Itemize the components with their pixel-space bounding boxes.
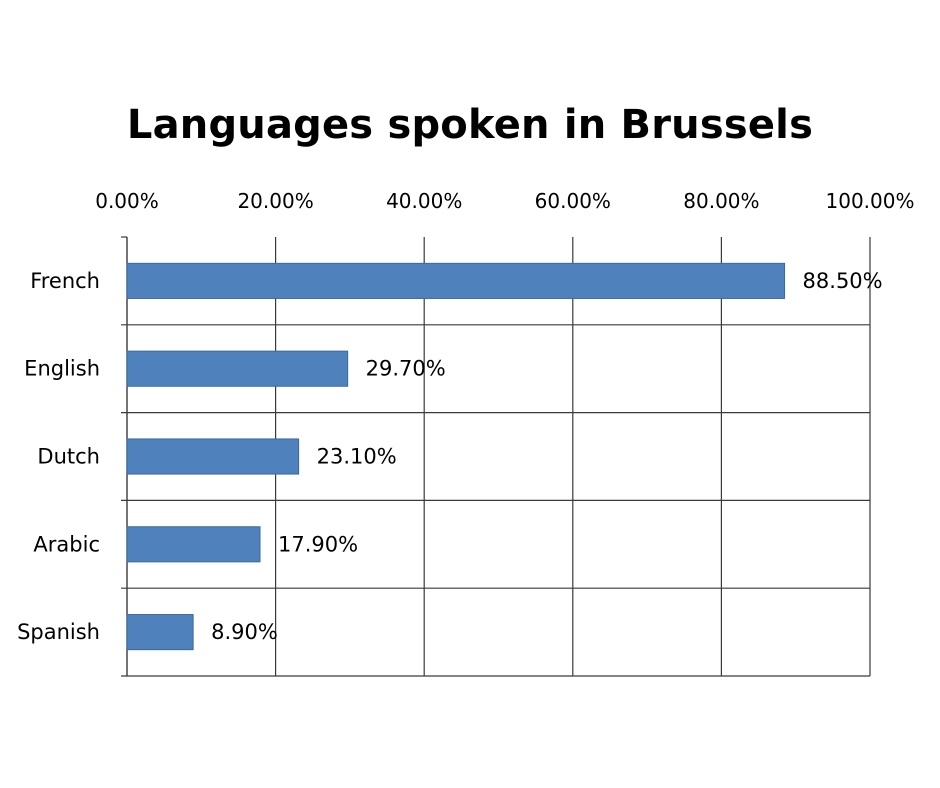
bar-arabic [126, 526, 261, 563]
x-tick-label: 0.00% [95, 189, 159, 213]
x-tick-label: 20.00% [237, 189, 313, 213]
data-label: 17.90% [278, 532, 358, 556]
x-tick-label: 60.00% [535, 189, 611, 213]
bar-french [126, 262, 786, 299]
data-label: 8.90% [211, 620, 278, 644]
category-label: English [24, 357, 100, 381]
labels-layer: 0.00% 20.00% 40.00% 60.00% 80.00% 100.00% Fren… [17, 189, 914, 644]
category-label: Spanish [17, 620, 100, 644]
x-tick-label: 80.00% [683, 189, 759, 213]
category-label: Arabic [33, 532, 100, 556]
data-label: 88.50% [803, 269, 883, 293]
category-label: French [30, 269, 100, 293]
bar-spanish [126, 614, 194, 651]
chart-title: Languages spoken in Brussels [126, 102, 814, 148]
x-tick-label: 100.00% [826, 189, 915, 213]
data-label: 29.70% [366, 357, 446, 381]
category-label: Dutch [37, 445, 100, 469]
bars-layer [126, 262, 786, 651]
bar-dutch [126, 438, 300, 475]
x-tick-label: 40.00% [386, 189, 462, 213]
data-label: 23.10% [317, 445, 397, 469]
bar-english [126, 350, 349, 387]
